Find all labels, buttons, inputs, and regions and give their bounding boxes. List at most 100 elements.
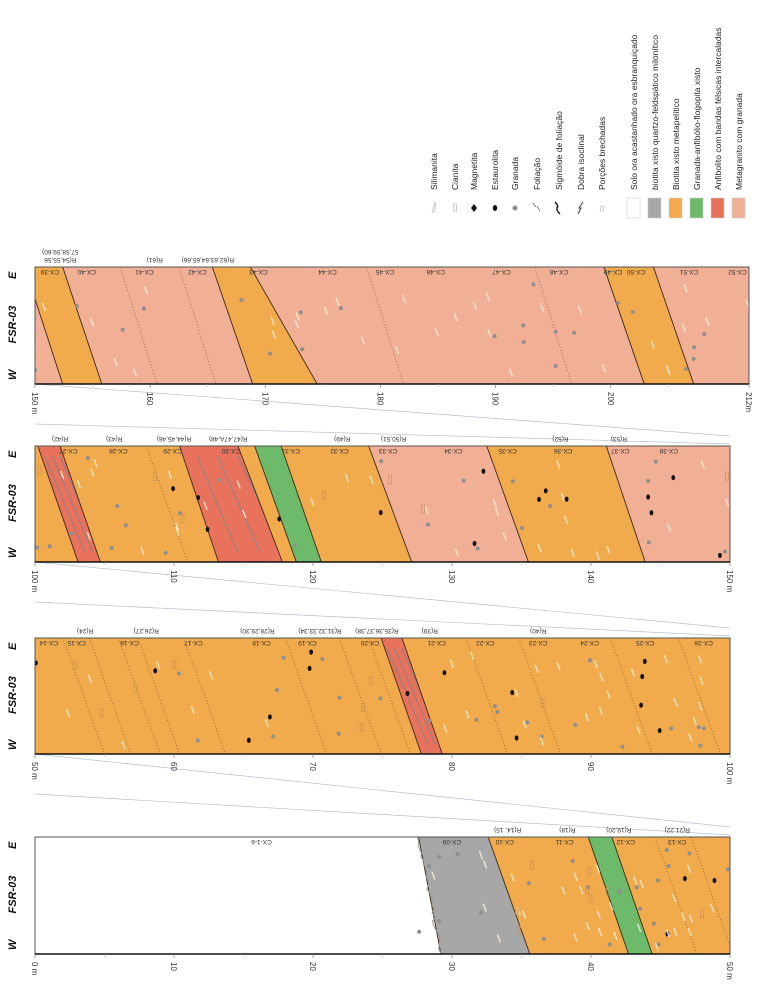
contact-line: [587, 837, 629, 954]
sample-label: CX-35: [498, 447, 517, 454]
staurolite-icon: [268, 714, 272, 720]
staurolite-icon: [153, 668, 158, 674]
depth-tick-label: 150 m: [725, 570, 734, 593]
foliation-icon: [264, 718, 269, 727]
reference-label: R(40): [530, 627, 546, 634]
staurolite-icon: [543, 488, 548, 494]
garnet-icon: [646, 540, 651, 545]
depth-tick-label: 0 m: [30, 962, 39, 976]
garnet-icon: [176, 671, 181, 676]
garnet-icon: [525, 720, 530, 725]
sample-label: CX-41: [135, 268, 154, 275]
foliation-icon: [121, 740, 126, 750]
dotted-contact-line: [610, 638, 653, 754]
garnet-icon: [669, 726, 674, 731]
foliation-icon: [539, 736, 545, 746]
garnet-icon: [163, 550, 168, 555]
staurolite-icon: [642, 658, 647, 664]
garnet-icon: [495, 710, 500, 715]
kyanite-icon: [388, 475, 392, 485]
log-strip-100-150: CX-27 CX-28 CX-29 CX-30 CX-31 CX-32 CX-33 CX-34…: [7, 435, 734, 593]
depth-tick-label: 10: [169, 962, 178, 971]
lithology-band-metagranito: [368, 446, 529, 562]
legend-label: Granada: [510, 157, 520, 190]
foliation-icon: [236, 480, 241, 489]
contact-line: [35, 297, 64, 384]
foliation-icon: [41, 302, 47, 312]
foliation-icon: [323, 306, 329, 315]
staurolite-icon: [205, 526, 210, 532]
garnet-icon: [218, 477, 223, 482]
foliation-icon: [563, 515, 569, 524]
garnet-icon: [425, 522, 430, 527]
garnet-icon: [437, 918, 442, 923]
kyanite-icon: [172, 660, 177, 669]
garnet-icon: [336, 731, 341, 736]
reference-label: R(52): [552, 435, 568, 442]
foliation-icon: [665, 929, 671, 938]
lithology-band-biotita_metapelitico: [611, 837, 730, 954]
kyanite-icon: [588, 894, 593, 903]
garnet-icon: [541, 936, 546, 941]
garnet-icon: [455, 852, 460, 857]
sample-label: CX-32: [330, 447, 349, 454]
staurolite-icon: [35, 660, 38, 666]
sillimanite-icon: [431, 201, 436, 213]
legend-label: Sigmóide de foliação: [554, 111, 564, 190]
garnet-icon: [691, 356, 696, 361]
sample-label: CX-52: [728, 268, 747, 275]
depth-tick-label: 160: [145, 392, 154, 406]
reference-label: R(49): [334, 435, 350, 442]
strip-content: [35, 837, 730, 954]
sample-label: CX-09: [442, 838, 461, 845]
foliation-icon: [76, 479, 82, 489]
garnet-icon: [572, 330, 577, 335]
foliation-icon: [597, 927, 603, 937]
foliation-icon: [654, 942, 660, 952]
sample-label: CX-34: [444, 447, 463, 454]
sample-label: CX-26: [694, 639, 713, 646]
foliation-icon: [143, 286, 149, 295]
legend-label: Silimanita: [429, 153, 439, 190]
foliation-icon: [633, 876, 638, 885]
garnet-icon: [281, 655, 286, 660]
contact-line: [249, 267, 318, 384]
kyanite-icon: [153, 472, 157, 481]
foliation-icon: [401, 294, 407, 304]
reference-label: R(54,55,56: [44, 256, 77, 263]
dotted-contact-line: [137, 638, 180, 754]
garnet-icon: [274, 687, 279, 692]
dotted-contact-line: [178, 267, 217, 384]
staurolite-icon: [196, 495, 201, 501]
lithology-band-biotita_metapelitico: [212, 267, 318, 384]
garnet-icon: [271, 734, 276, 739]
isoclinal-fold-icon: [577, 201, 584, 215]
kyanite-icon: [359, 723, 364, 732]
sample-label: CX-12: [616, 838, 635, 845]
garnet-icon: [696, 725, 701, 730]
garnet-icon: [337, 695, 342, 700]
lithology-swatch: [689, 197, 704, 219]
foliation-icon: [532, 202, 541, 212]
foliation-icon: [369, 475, 374, 485]
sample-label: CX-50: [627, 268, 646, 275]
kyanite-icon: [421, 504, 425, 514]
depth-tick-label: 50 m: [30, 762, 39, 780]
depth-tick-label: 100 m: [725, 762, 734, 785]
foliation-icon: [601, 363, 607, 373]
contact-line: [605, 446, 646, 562]
legend-lithology-item: Granada-anfibólio-flogopita xisto: [689, 67, 704, 219]
kyanite-icon: [99, 708, 104, 718]
well-name: FSR-03: [7, 876, 19, 914]
foliation-icon: [570, 548, 575, 558]
garnet-icon: [300, 347, 305, 352]
felsic-band-line: [394, 647, 436, 745]
zoom-connector-line: [34, 753, 731, 828]
log-strip-150-212: CX-39 CX-40 CX-41 CX-42 CX-43 CX-44 CX-45 CX-46…: [7, 248, 753, 415]
foliation-icon: [710, 903, 715, 913]
lithology-swatch: [731, 197, 746, 219]
sample-label: CX-46: [426, 268, 445, 275]
garnet-icon: [692, 345, 697, 350]
garnet-icon: [512, 205, 518, 211]
staurolite-icon: [481, 468, 486, 474]
